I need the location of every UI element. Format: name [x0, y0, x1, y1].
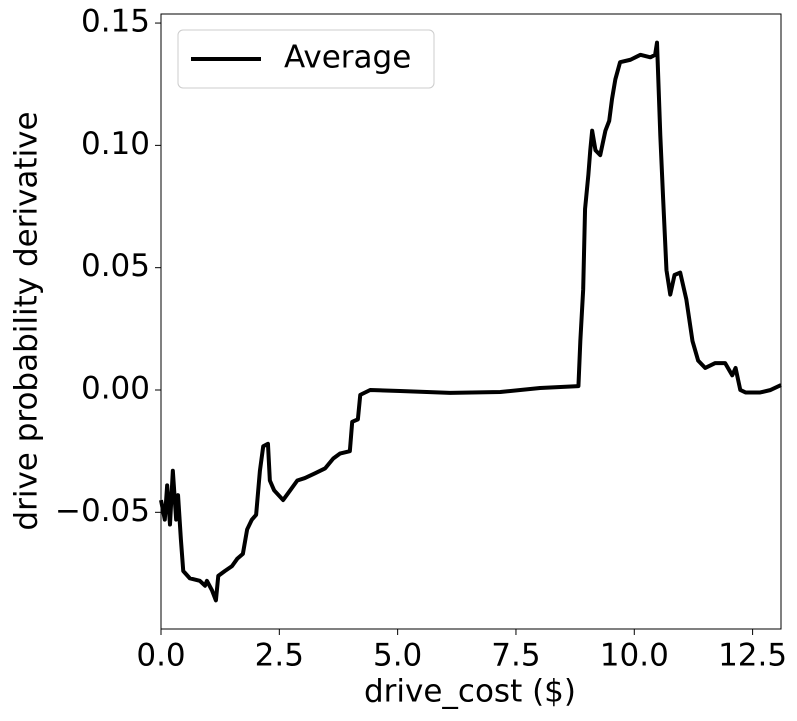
- y-tick-label: 0.15: [81, 4, 150, 40]
- y-axis-label: drive probability derivative: [9, 111, 45, 530]
- y-tick-label: −0.05: [55, 493, 150, 529]
- legend-label: Average: [284, 40, 411, 76]
- data-line: [159, 40, 782, 603]
- x-tick-label: 10.0: [600, 638, 669, 674]
- x-tick-label: 5.0: [373, 638, 422, 674]
- x-tick-label: 0.0: [136, 638, 185, 674]
- plot-frame: [160, 13, 782, 630]
- y-tick-label: 0.10: [81, 126, 150, 162]
- y-tick-label: 0.00: [81, 370, 150, 406]
- y-tick-label: 0.05: [81, 248, 150, 284]
- legend-box: [177, 29, 435, 89]
- x-tick-label: 2.5: [255, 638, 304, 674]
- x-tick-label: 12.5: [718, 638, 787, 674]
- x-tick-label: 7.5: [491, 638, 540, 674]
- x-axis-label: drive_cost ($): [364, 674, 576, 710]
